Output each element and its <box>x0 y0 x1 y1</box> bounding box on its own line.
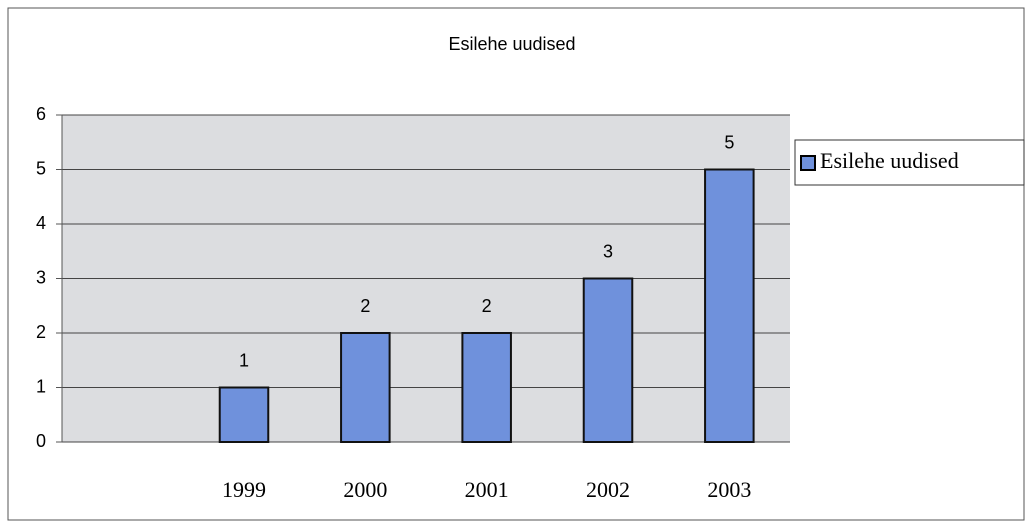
data-label: 2 <box>482 296 492 316</box>
chart-title: Esilehe uudised <box>448 34 575 54</box>
x-tick-label: 2002 <box>586 477 630 502</box>
x-tick-label: 2000 <box>343 477 387 502</box>
legend-swatch <box>800 155 816 171</box>
y-tick-label: 0 <box>36 431 46 451</box>
y-tick-label: 3 <box>36 267 46 287</box>
y-tick-label: 4 <box>36 213 46 233</box>
bar <box>340 332 391 443</box>
legend-label: Esilehe uudised <box>820 148 959 173</box>
bar <box>218 386 270 443</box>
legend <box>794 139 1025 186</box>
y-tick-label: 1 <box>36 376 46 396</box>
data-label: 3 <box>603 241 613 261</box>
y-tick-label: 6 <box>36 104 46 124</box>
data-label: 5 <box>724 132 734 152</box>
y-tick-label: 5 <box>36 158 46 178</box>
y-tick-label: 2 <box>36 322 46 342</box>
x-tick-label: 2003 <box>707 477 751 502</box>
data-label: 1 <box>239 350 249 370</box>
bar <box>461 332 512 443</box>
x-tick-label: 2001 <box>465 477 509 502</box>
bar <box>582 277 634 443</box>
x-tick-label: 1999 <box>222 477 266 502</box>
bar <box>704 168 755 443</box>
data-label: 2 <box>360 296 370 316</box>
